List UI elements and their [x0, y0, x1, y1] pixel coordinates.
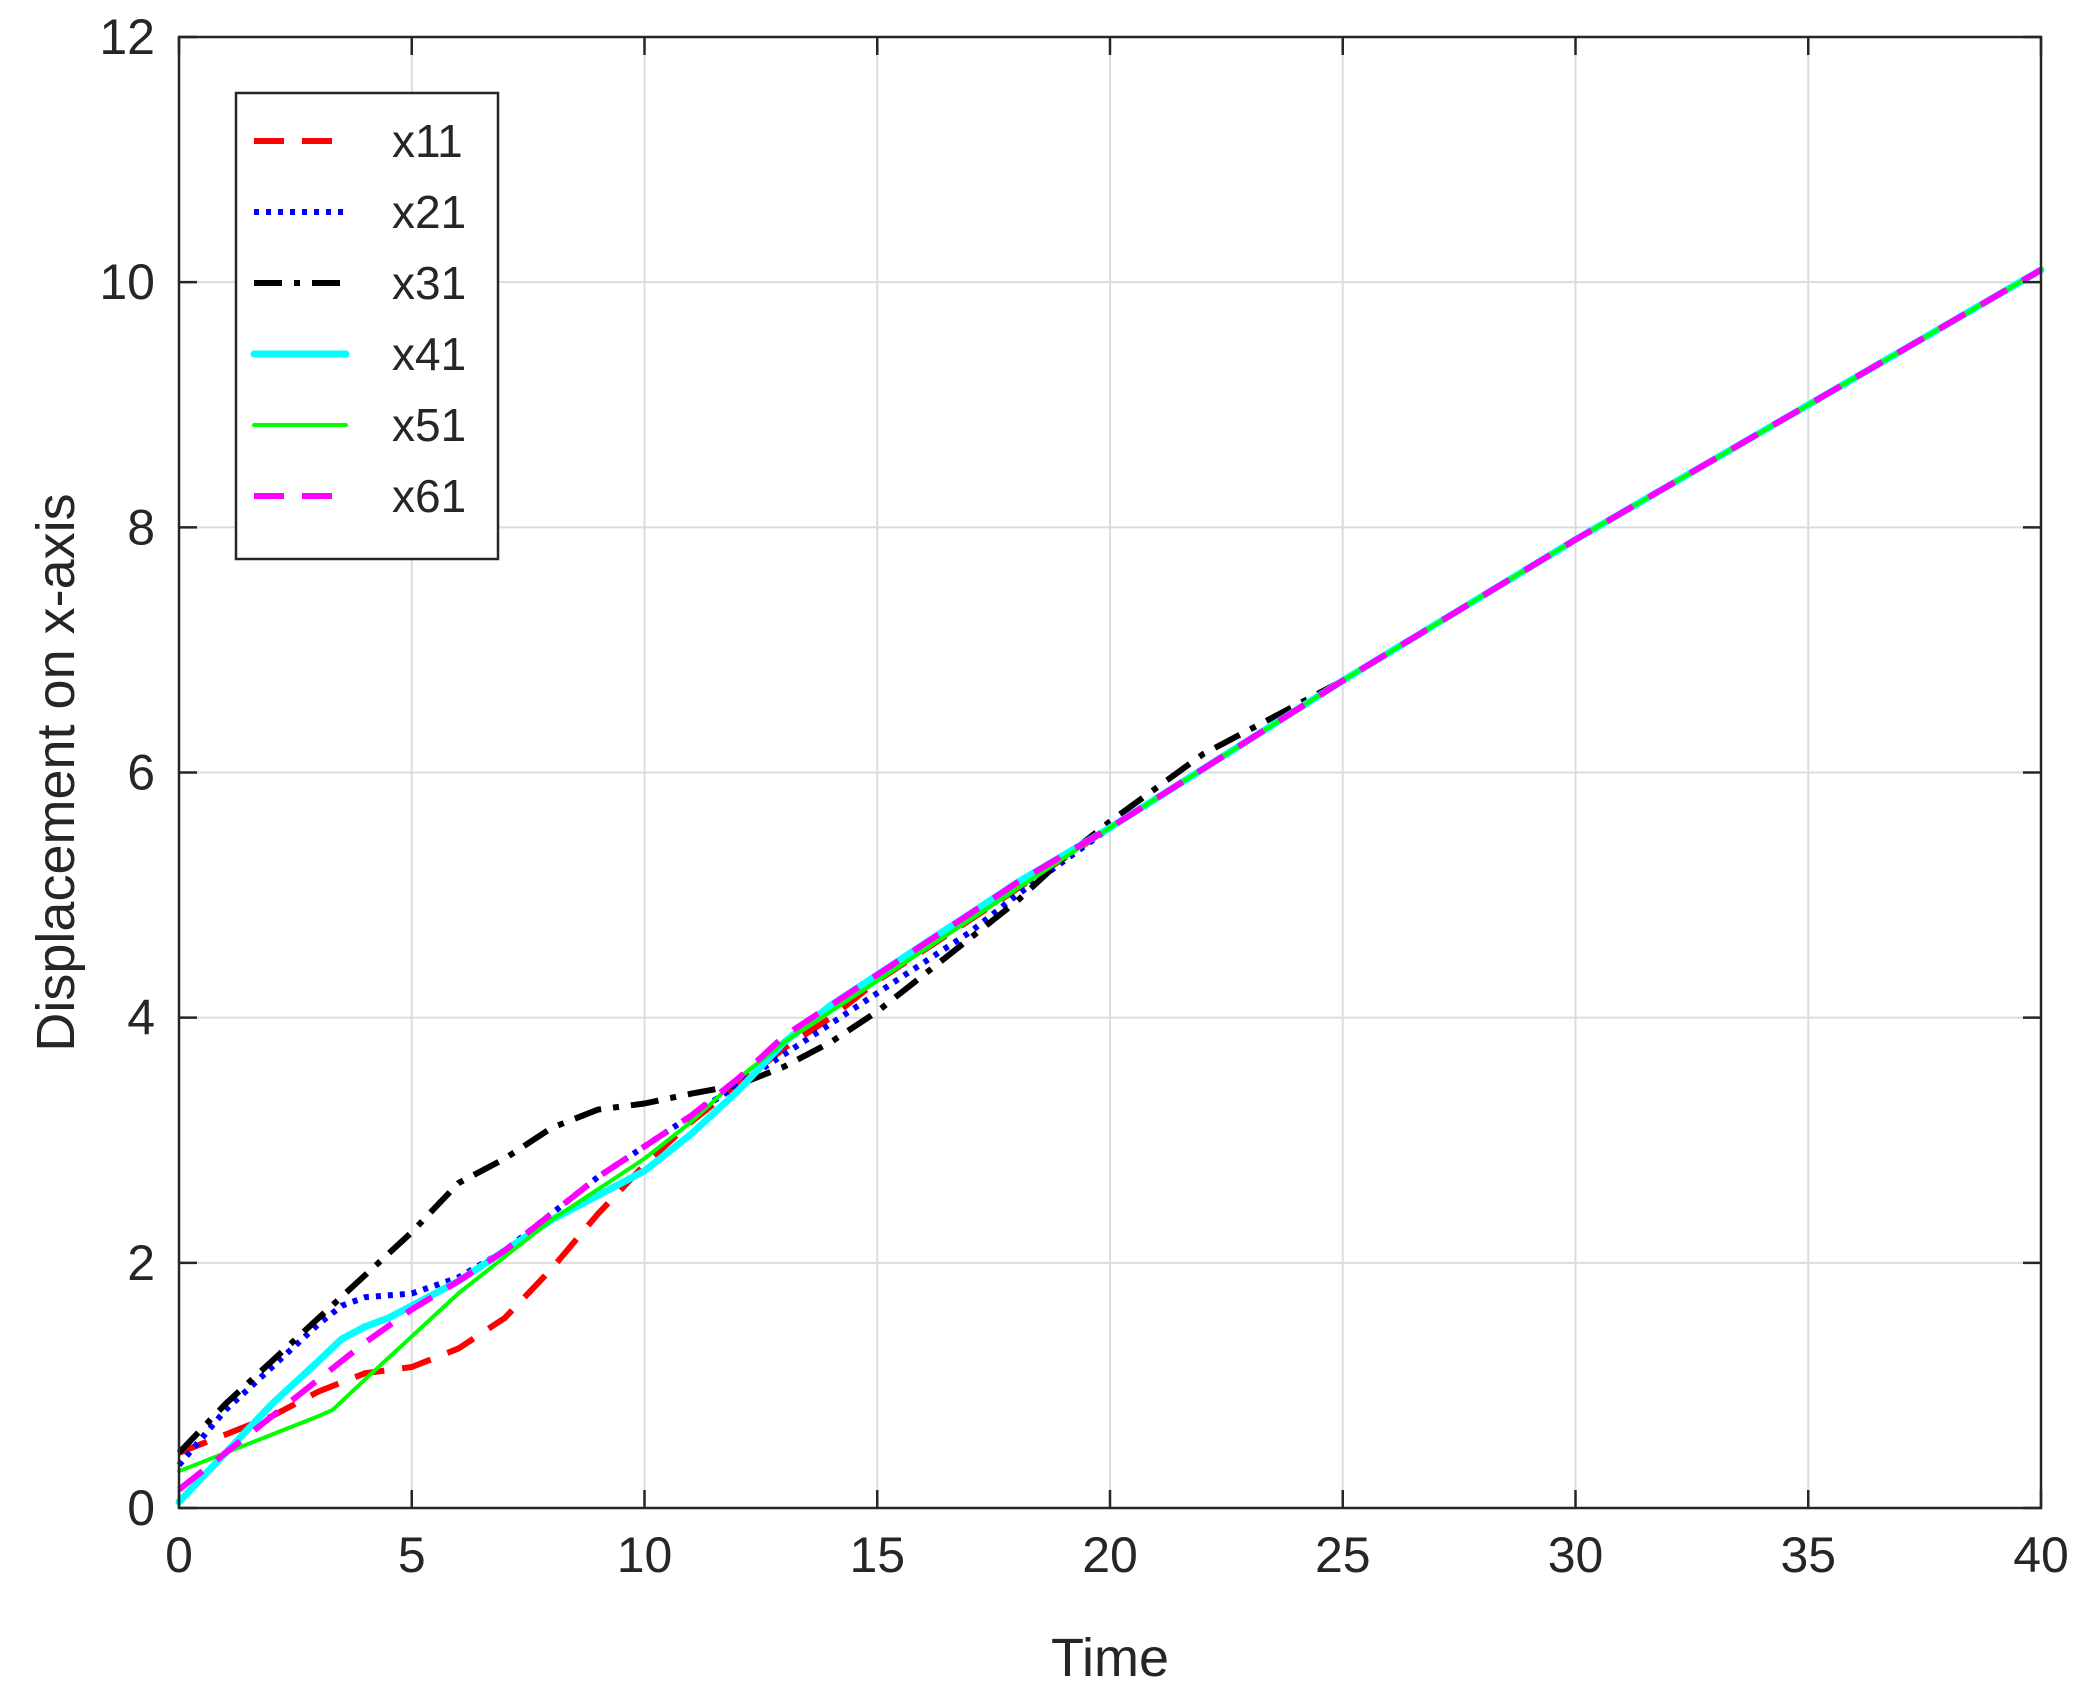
x-tick-label: 0 — [165, 1527, 193, 1583]
x-tick-label: 35 — [1780, 1527, 1836, 1583]
series-line-x11 — [177, 267, 2043, 1456]
y-tick-label: 0 — [127, 1480, 155, 1536]
x-tick-labels: 0 5 10 15 20 25 30 35 40 — [165, 1527, 2069, 1583]
y-tick-label: 2 — [127, 1235, 155, 1291]
y-axis-label: Displacement on x-axis — [26, 493, 86, 1051]
legend-label-x11: x11 — [392, 115, 463, 167]
y-tick-label: 12 — [99, 9, 155, 65]
x-axis-label: Time — [1051, 1628, 1169, 1688]
x-tick-label: 30 — [1548, 1527, 1604, 1583]
legend-box — [234, 91, 500, 561]
legend-label-x51: x51 — [392, 399, 466, 451]
legend-label-x21: x21 — [392, 186, 466, 238]
y-tick-label: 10 — [99, 254, 155, 310]
y-tick-labels: 0 2 4 6 8 10 12 — [99, 9, 155, 1536]
series-line-x31 — [176, 267, 2043, 1455]
legend-label-x41: x41 — [392, 328, 466, 380]
y-tick-label: 8 — [127, 499, 155, 555]
x-tick-label: 15 — [849, 1527, 905, 1583]
x-tick-label: 40 — [2013, 1527, 2069, 1583]
x-tick-label: 10 — [617, 1527, 673, 1583]
y-tick-label: 6 — [127, 745, 155, 801]
axis-ticks — [177, 35, 2043, 1510]
series-lines — [175, 266, 2045, 1506]
series-line-x51 — [177, 267, 2043, 1474]
legend-label-x61: x61 — [392, 470, 466, 522]
x-tick-label: 20 — [1082, 1527, 1138, 1583]
x-tick-label: 25 — [1315, 1527, 1371, 1583]
legend-label-x31: x31 — [392, 257, 466, 309]
x-tick-label: 5 — [398, 1527, 426, 1583]
y-tick-label: 4 — [127, 990, 155, 1046]
legend: x11 x21 x31 x41 x51 x61 — [234, 91, 500, 561]
